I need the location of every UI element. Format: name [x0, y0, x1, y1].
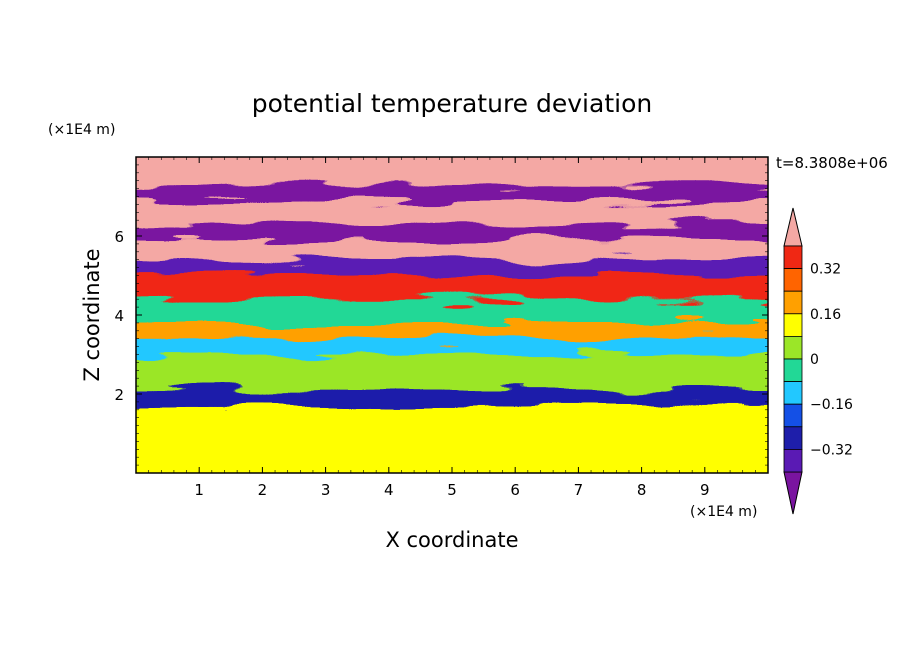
- x-tick-label: 6: [510, 481, 520, 499]
- colorbar-extend-min: [783, 471, 803, 515]
- y-tick-label: 2: [114, 386, 124, 404]
- colorbar-swatch: [783, 448, 803, 473]
- colorbar-swatch: [783, 426, 803, 450]
- time-label: t=8.3808e+06: [776, 154, 888, 172]
- colorbar-swatch: [783, 268, 803, 292]
- colorbar-swatch: [783, 403, 803, 428]
- colorbar-swatch: [783, 245, 803, 270]
- colorbar-swatch: [783, 290, 803, 315]
- field-band: [136, 157, 768, 185]
- y-tick-label: 4: [114, 307, 124, 325]
- colorbar-swatch: [783, 313, 803, 337]
- y-unit-label: (×1E4 m): [48, 122, 115, 138]
- colorbar-label: 0: [810, 352, 819, 368]
- y-axis-label: Z coordinate: [80, 248, 104, 381]
- colorbar-swatch: [783, 381, 803, 405]
- colorbar-label: 0.32: [810, 262, 841, 278]
- x-tick-label: 1: [194, 481, 204, 499]
- colorbar: 0.32 0.16 0 −0.16 −0.32: [783, 207, 853, 515]
- colorbar-swatch: [783, 335, 803, 360]
- x-unit-label: (×1E4 m): [690, 504, 757, 520]
- x-tick-label: 9: [700, 481, 710, 499]
- chart-title: potential temperature deviation: [252, 89, 652, 118]
- x-tick-label: 4: [384, 481, 394, 499]
- colorbar-label: −0.16: [810, 397, 853, 413]
- x-tick-label: 8: [637, 481, 647, 499]
- colorbar-swatch: [783, 358, 803, 383]
- y-tick-label: 6: [114, 228, 124, 246]
- plot-area: [136, 157, 768, 473]
- x-tick-label: 3: [321, 481, 331, 499]
- colorbar-extend-max: [783, 207, 803, 247]
- x-tick-label: 2: [258, 481, 268, 499]
- x-tick-label: 5: [447, 481, 457, 499]
- colorbar-label: 0.16: [810, 307, 841, 323]
- y-axis: 2 4 6: [114, 164, 768, 466]
- x-axis: 1 2 3 4 5 6 7 8 9: [148, 157, 769, 499]
- x-tick-label: 7: [574, 481, 584, 499]
- colorbar-label: −0.32: [810, 442, 853, 458]
- x-axis-label: X coordinate: [385, 528, 518, 552]
